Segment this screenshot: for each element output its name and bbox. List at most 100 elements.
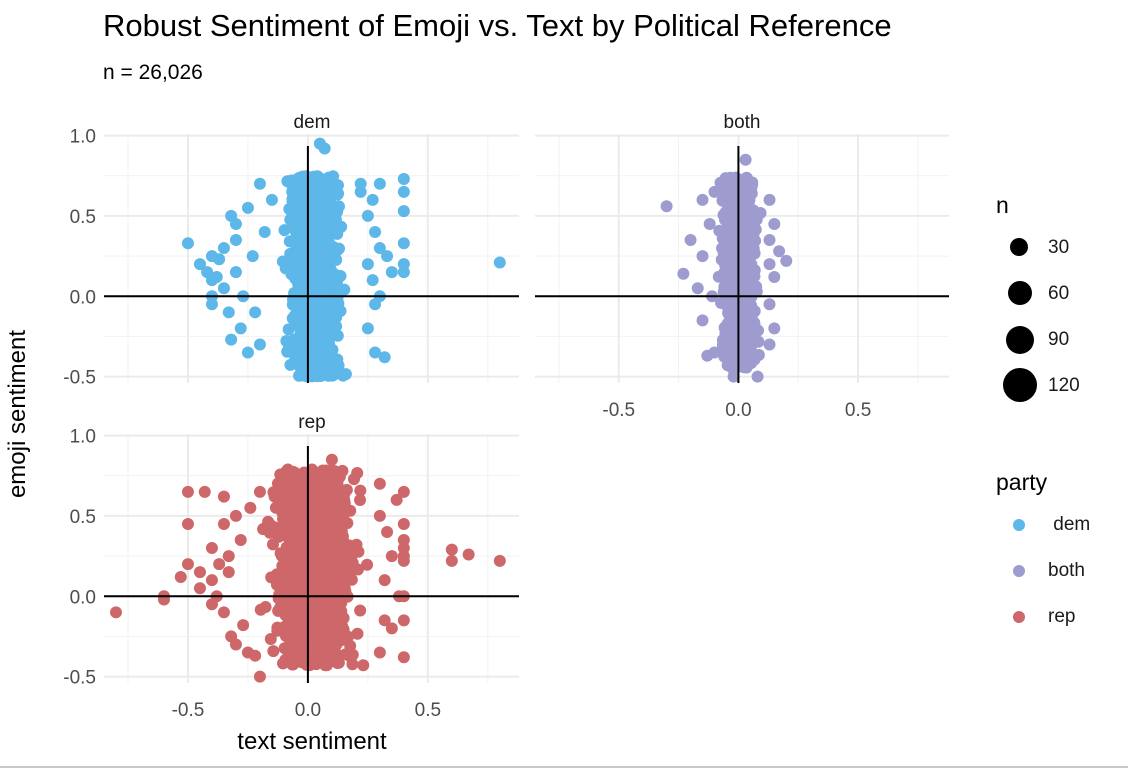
data-point: [751, 370, 764, 383]
color-legend-key-rep: [1013, 611, 1025, 623]
data-point: [217, 242, 230, 255]
data-point: [319, 234, 332, 247]
data-point: [306, 181, 319, 194]
data-point: [303, 599, 316, 612]
data-point: [737, 180, 750, 193]
data-point: [274, 601, 287, 614]
data-point: [361, 258, 374, 271]
data-point: [253, 338, 266, 351]
data-point: [303, 207, 316, 220]
data-point: [295, 311, 308, 324]
data-point: [284, 634, 297, 647]
data-point: [181, 237, 194, 250]
y-tick-label: 1.0: [70, 127, 96, 148]
data-point: [181, 485, 194, 498]
data-point: [284, 358, 297, 371]
data-point: [264, 633, 277, 646]
x-tick-label: 0.5: [845, 400, 871, 421]
data-point: [293, 360, 306, 373]
data-point: [316, 654, 329, 667]
data-point: [229, 234, 242, 247]
data-point: [354, 494, 367, 507]
data-point: [229, 638, 242, 651]
data-point: [307, 349, 320, 362]
data-point: [366, 193, 379, 206]
data-point: [265, 193, 278, 206]
x-axis-title: text sentiment: [237, 728, 387, 755]
data-point: [294, 235, 307, 248]
data-point: [726, 349, 739, 362]
data-point: [322, 634, 335, 647]
data-point: [237, 619, 250, 632]
data-point: [738, 201, 751, 214]
data-point: [381, 525, 394, 538]
data-point: [274, 547, 287, 560]
data-point: [277, 623, 290, 636]
data-point: [703, 217, 716, 230]
y-tick-label: -0.5: [63, 368, 96, 389]
data-point: [338, 283, 351, 296]
data-point: [193, 566, 206, 579]
data-point: [320, 282, 333, 295]
data-point: [323, 558, 336, 571]
data-point: [324, 595, 337, 608]
data-point: [308, 520, 321, 533]
panel-both: [535, 134, 949, 383]
data-point: [299, 514, 312, 527]
color-legend-label-dem: dem: [1048, 514, 1091, 535]
data-point: [181, 517, 194, 530]
data-point: [241, 201, 254, 214]
data-point: [318, 194, 331, 207]
data-point: [174, 570, 187, 583]
data-point: [763, 234, 776, 247]
data-point: [696, 314, 709, 327]
data-point: [385, 266, 398, 279]
chart-subtitle: n = 26,026: [103, 61, 203, 84]
data-point: [279, 489, 292, 502]
data-point: [303, 657, 316, 670]
x-tick-label: -0.5: [172, 700, 205, 721]
data-point: [677, 267, 690, 280]
data-point: [286, 184, 299, 197]
data-point: [312, 492, 325, 505]
data-point: [254, 603, 267, 616]
data-point: [397, 205, 410, 218]
y-tick-label: 0.5: [70, 507, 96, 528]
color-legend-title: party: [996, 469, 1048, 495]
data-point: [373, 477, 386, 490]
data-point: [329, 527, 342, 540]
bottom-border: [0, 766, 1128, 768]
data-point: [341, 548, 354, 561]
data-point: [323, 536, 336, 549]
data-point: [309, 297, 322, 310]
data-point: [780, 254, 793, 267]
data-point: [332, 200, 345, 213]
x-tick-label: -0.5: [602, 400, 635, 421]
data-point: [306, 262, 319, 275]
size-legend-label-60: 60: [1048, 283, 1070, 304]
data-point: [277, 564, 290, 577]
data-point: [181, 558, 194, 571]
data-point: [462, 548, 475, 561]
data-point: [278, 224, 291, 237]
size-legend-label-120: 120: [1048, 375, 1080, 396]
data-point: [397, 185, 410, 198]
data-point: [332, 359, 345, 372]
data-point: [337, 535, 350, 548]
data-point: [326, 308, 339, 321]
data-point: [324, 349, 337, 362]
facet-strip-both: both: [723, 112, 761, 133]
y-tick-label: 0.5: [70, 207, 96, 228]
data-point: [369, 346, 382, 359]
data-point: [198, 485, 211, 498]
y-tick-label: 1.0: [70, 427, 96, 448]
data-point: [222, 306, 235, 319]
data-point: [249, 649, 262, 662]
data-point: [397, 517, 410, 530]
data-point: [276, 521, 289, 534]
data-point: [397, 485, 410, 498]
data-point: [660, 200, 673, 213]
data-point: [303, 369, 316, 382]
